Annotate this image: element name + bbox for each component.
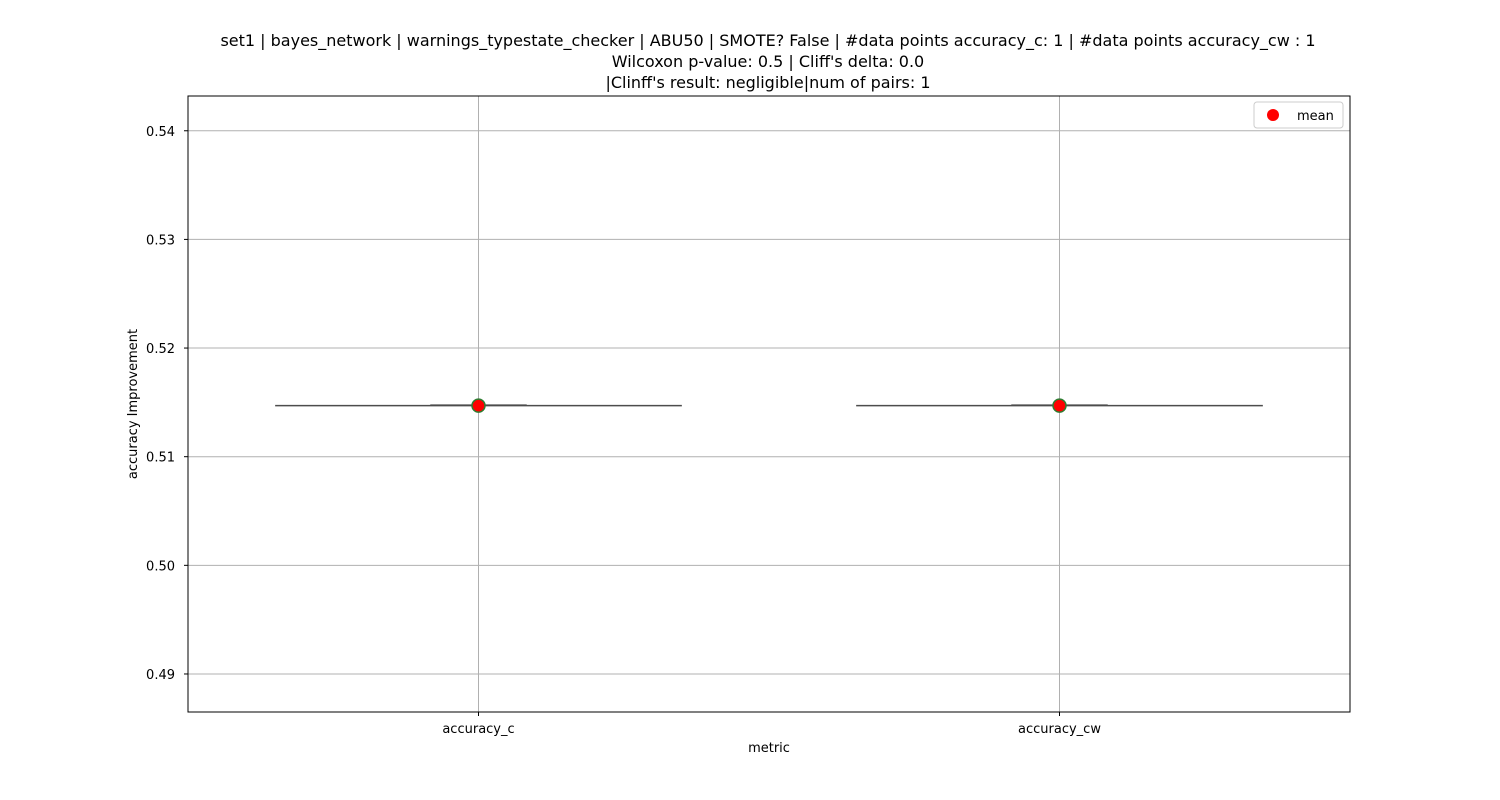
chart-title: set1 | bayes_network | warnings_typestat… <box>220 31 1315 92</box>
y-axis-label: accuracy Improvement <box>126 329 141 479</box>
x-tick-label: accuracy_c <box>442 722 514 737</box>
x-axis-ticks: accuracy_c accuracy_cw <box>442 712 1101 737</box>
title-line-1: set1 | bayes_network | warnings_typestat… <box>220 31 1315 51</box>
y-tick-label: 0.50 <box>146 559 175 574</box>
mean-marker-accuracy_c <box>471 398 486 413</box>
legend: mean <box>1253 101 1344 129</box>
mean-marker-accuracy_cw <box>1052 398 1067 413</box>
y-tick-label: 0.52 <box>146 342 175 357</box>
mean-markers <box>471 398 1067 413</box>
x-axis-label: metric <box>748 741 790 756</box>
x-tick-label: accuracy_cw <box>1018 722 1101 737</box>
legend-box <box>1253 101 1344 129</box>
legend-mean-marker <box>1267 109 1279 121</box>
y-axis-ticks: 0.49 0.50 0.51 0.52 0.53 0.54 <box>146 125 188 683</box>
y-tick-label: 0.54 <box>146 125 175 140</box>
grid-lines <box>188 96 1350 712</box>
y-tick-label: 0.53 <box>146 233 175 248</box>
title-line-3: |Clinff's result: negligible|num of pair… <box>605 73 930 92</box>
title-line-2: Wilcoxon p-value: 0.5 | Cliff's delta: 0… <box>612 52 924 71</box>
axes-frame <box>187 95 1351 713</box>
box-elements <box>275 404 1263 407</box>
y-tick-label: 0.49 <box>146 668 175 683</box>
y-tick-label: 0.51 <box>146 451 175 466</box>
legend-mean-label: mean <box>1297 109 1334 124</box>
